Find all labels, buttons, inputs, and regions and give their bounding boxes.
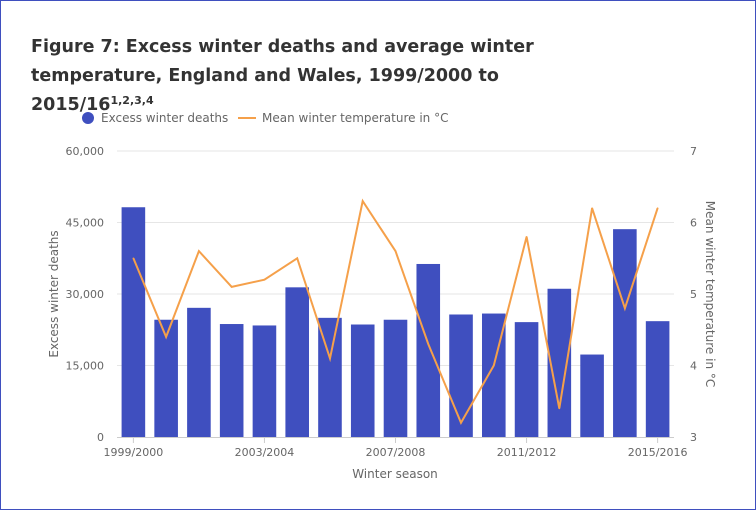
temperature-point [624, 307, 626, 310]
y-left-tick-label: 0 [97, 431, 104, 444]
bar [219, 324, 244, 437]
temperature-point [230, 286, 233, 288]
bar-series [121, 207, 670, 437]
chart-title-footnote-refs: 1,2,3,4 [110, 94, 154, 107]
chart-title: Figure 7: Excess winter deaths and avera… [31, 33, 591, 120]
x-tick-label: 2007/2008 [366, 446, 426, 459]
y-right-tick-label: 6 [690, 217, 697, 230]
y-left-tick-label: 60,000 [66, 145, 105, 158]
legend-line-label[interactable]: Mean winter temperature in °C [262, 111, 448, 125]
chart-title-text: Figure 7: Excess winter deaths and avera… [31, 37, 534, 115]
bar [121, 207, 146, 437]
temperature-point [656, 207, 659, 209]
temperature-point [591, 207, 593, 209]
y-right-tick-label: 3 [690, 431, 697, 444]
y-left-tick-label: 30,000 [66, 288, 105, 301]
right-axis-ticks: 3 4 5 6 7 [690, 145, 697, 444]
bar [285, 287, 310, 437]
temperature-point [329, 357, 331, 360]
y-right-tick-label: 4 [690, 360, 697, 373]
bar [547, 288, 572, 437]
legend[interactable]: Excess winter deaths Mean winter tempera… [82, 111, 448, 125]
y-left-tick-label: 15,000 [66, 360, 105, 373]
temperature-point [165, 336, 167, 338]
temperature-point [492, 364, 495, 367]
legend-bar-swatch [82, 112, 94, 124]
bar [613, 229, 637, 437]
temperature-point [132, 257, 135, 260]
temperature-point [361, 200, 364, 202]
temperature-point [427, 343, 430, 345]
temperature-point [296, 257, 299, 260]
x-axis-title: Winter season [352, 467, 438, 481]
line-series [132, 198, 659, 425]
x-axis: 1999/2000 2003/2004 2007/2008 2011/2012 2015… [104, 437, 688, 459]
temperature-point [394, 250, 397, 252]
bar [580, 354, 604, 437]
y-right-tick-label: 7 [690, 145, 697, 158]
temperature-point [198, 250, 200, 252]
x-tick-label: 2015/2016 [628, 446, 688, 459]
bar [449, 314, 473, 437]
y-axis-right-title: Mean winter temperature in °C [703, 201, 717, 387]
x-tick-label: 2011/2012 [497, 446, 557, 459]
x-tick-label: 2003/2004 [235, 446, 295, 459]
y-right-tick-label: 5 [690, 288, 697, 301]
temperature-point [525, 236, 528, 238]
bar [318, 317, 342, 437]
bar [154, 319, 178, 437]
bar [350, 324, 375, 437]
legend-bar-label[interactable]: Excess winter deaths [101, 111, 228, 125]
temperature-point [263, 278, 266, 281]
x-tick-label: 1999/2000 [104, 446, 164, 459]
temperature-point [460, 421, 462, 424]
bar [645, 321, 670, 437]
y-axis-left-title: Excess winter deaths [47, 230, 61, 357]
bar [252, 325, 277, 437]
left-axis-ticks: 0 15,000 30,000 45,000 60,000 [66, 145, 105, 444]
bar [383, 319, 408, 437]
bar [187, 307, 211, 437]
temperature-point [558, 407, 561, 410]
bar [416, 263, 441, 437]
y-left-tick-label: 45,000 [66, 217, 105, 230]
bar [514, 322, 539, 437]
